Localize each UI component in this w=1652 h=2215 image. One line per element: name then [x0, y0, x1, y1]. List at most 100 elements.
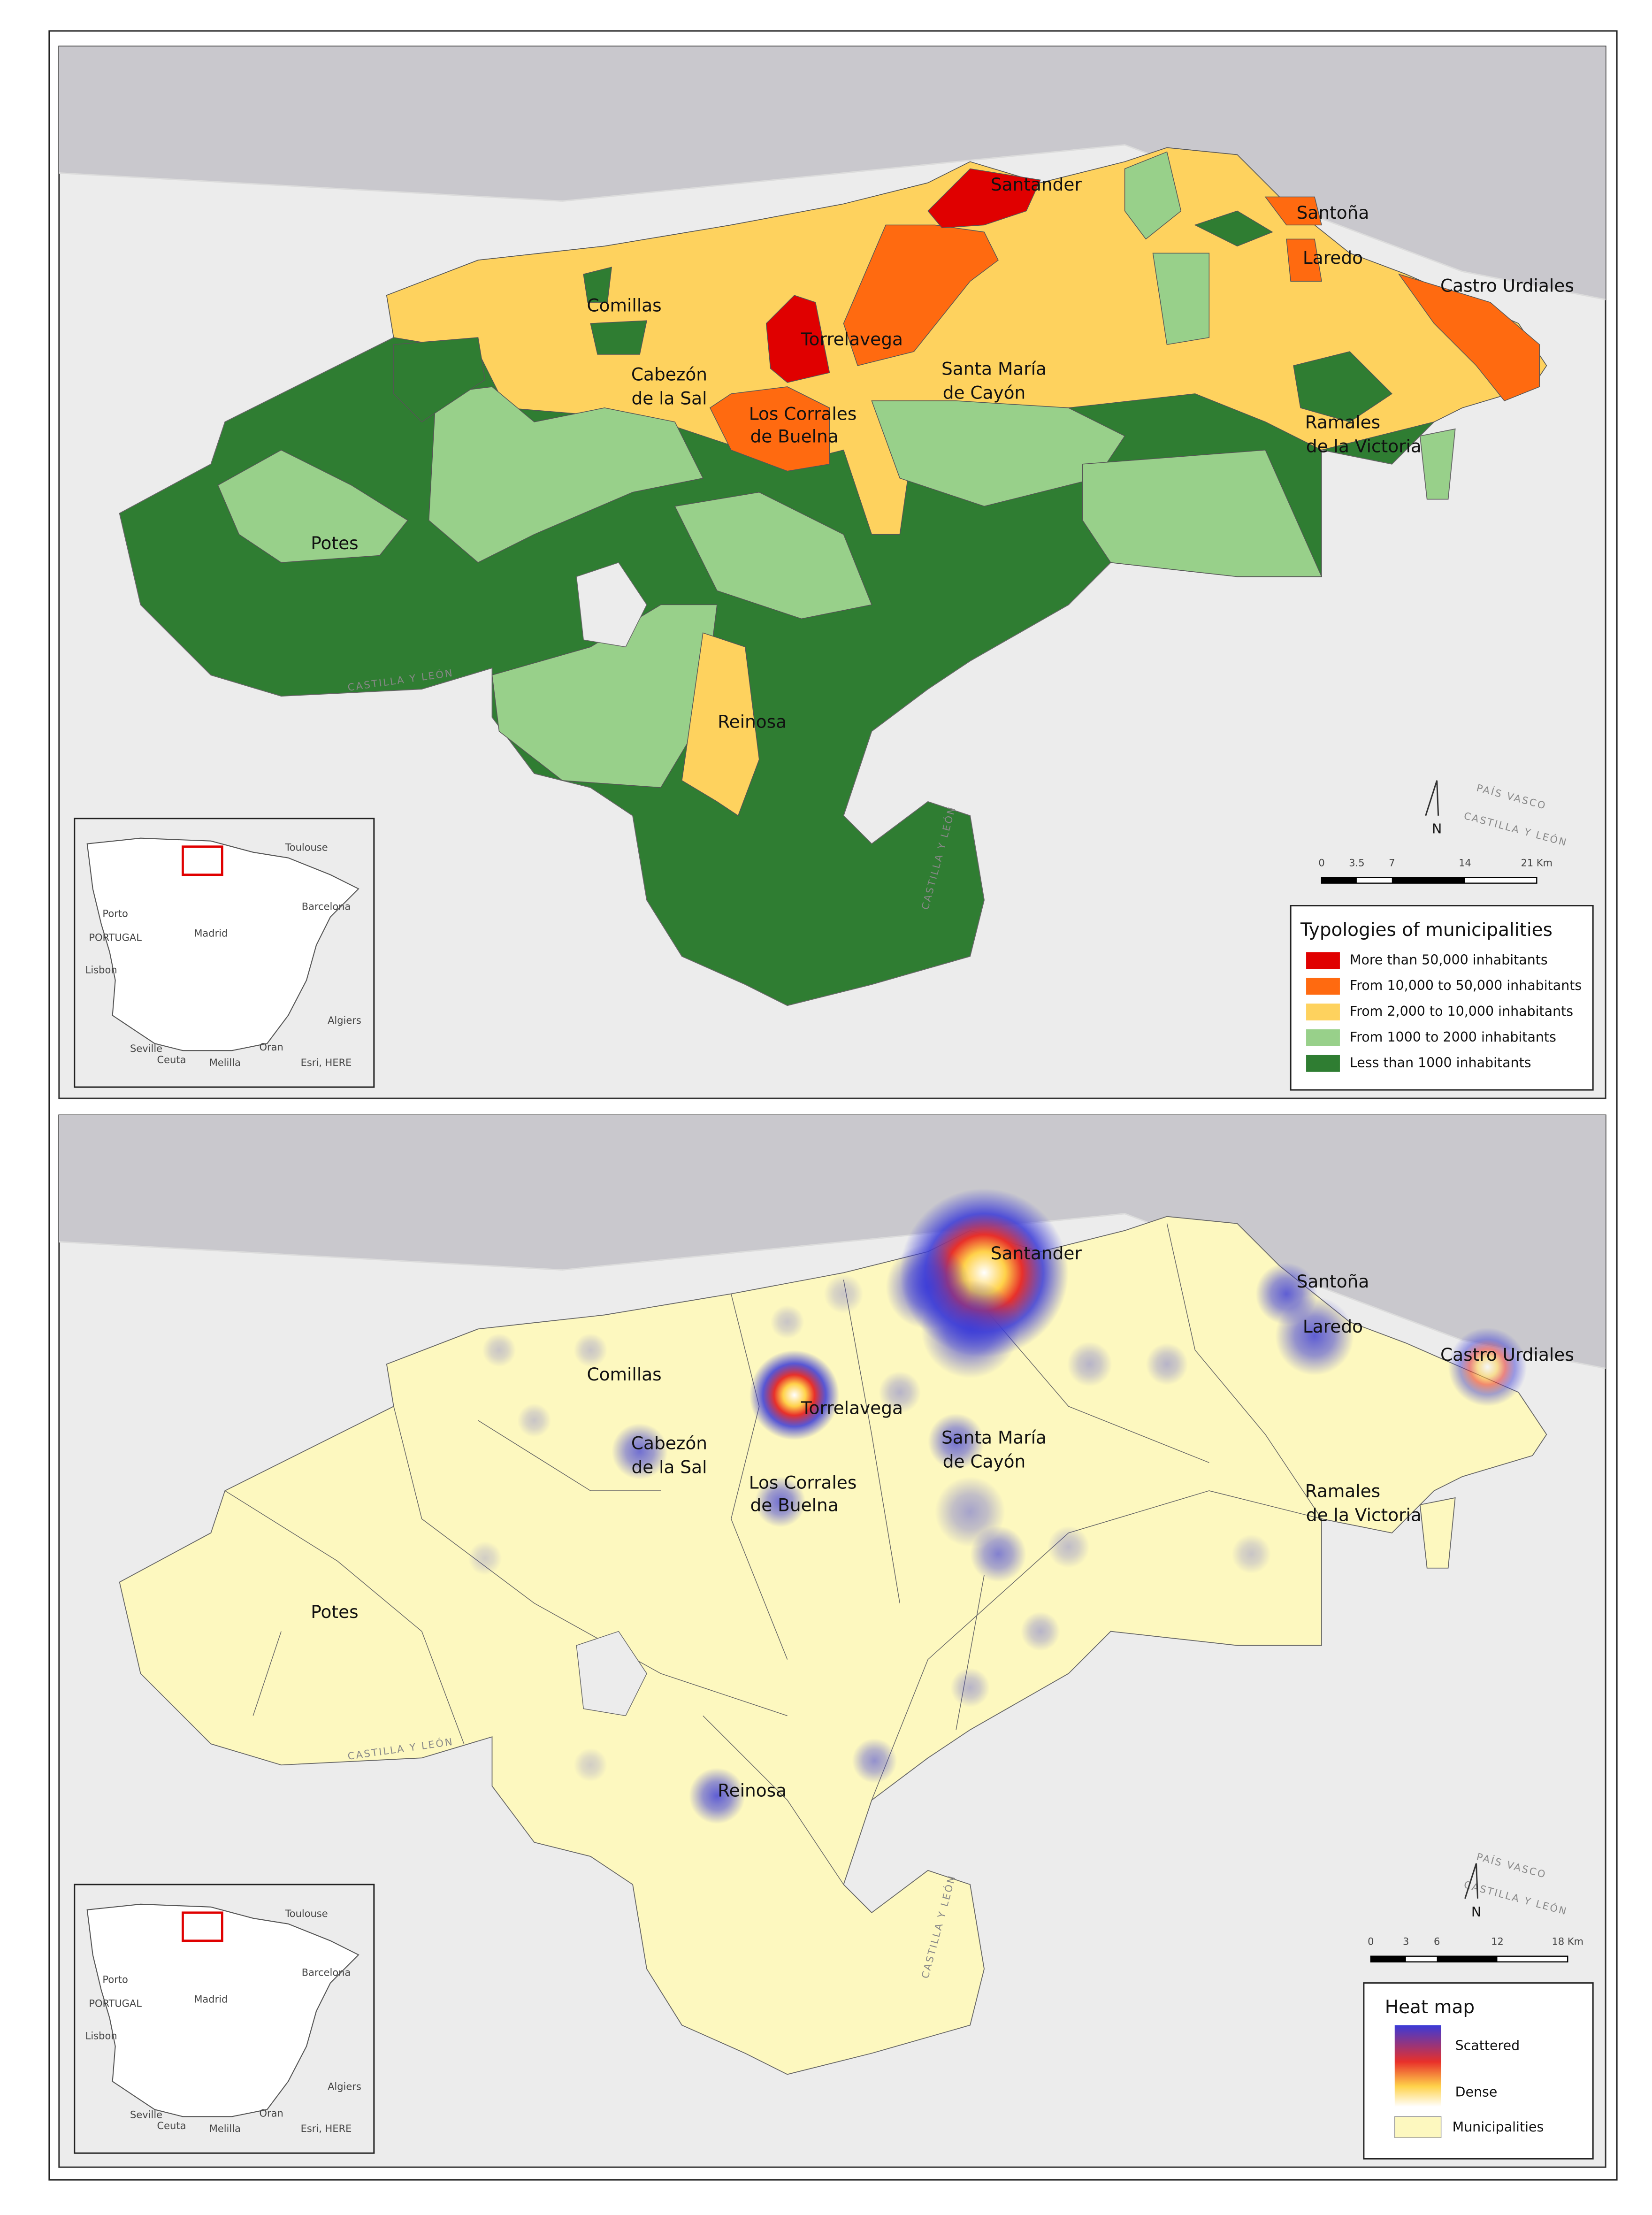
scale-label: 21 Km	[1521, 858, 1553, 869]
inset-label: Algiers	[328, 2081, 361, 2092]
inset-label: Ceuta	[157, 1054, 186, 1065]
place-label: Los Corrales	[749, 403, 857, 424]
municipality-group	[709, 386, 830, 472]
heat-spot	[770, 1305, 804, 1339]
scale-label: 0	[1318, 858, 1324, 869]
heat-spot	[879, 1371, 921, 1414]
place-label: Los Corrales	[749, 1472, 857, 1493]
heat-spot	[935, 1477, 1005, 1547]
place-label: Torrelavega	[801, 329, 903, 350]
inset-label: Barcelona	[302, 901, 351, 912]
inset-highlight	[182, 845, 223, 876]
municipality-group	[1398, 273, 1540, 401]
place-label: Santa María	[941, 1427, 1047, 1448]
cantabria	[119, 147, 1547, 1006]
enclave	[576, 562, 647, 648]
inset-label: Oran	[260, 2108, 283, 2119]
heat-spot	[1020, 1611, 1060, 1651]
municipality-group	[927, 168, 1041, 229]
municipality-group	[843, 224, 999, 366]
inset-map: Toulouse Porto PORTUGAL Madrid Barcelona Lisb…	[74, 818, 375, 1088]
municipality-group	[681, 632, 760, 816]
inset-label: Algiers	[328, 1015, 361, 1026]
legend-label: Scattered	[1455, 2038, 1520, 2053]
place-label: Castro Urdiales	[1440, 1344, 1574, 1365]
legend-swatch	[1306, 1004, 1340, 1021]
coast	[59, 144, 1606, 300]
legend-label: From 1000 to 2000 inhabitants	[1350, 1029, 1556, 1045]
north-label: N	[1432, 821, 1442, 837]
municipal-border	[703, 1715, 844, 1885]
sea	[59, 1115, 1606, 1369]
place-label: Comillas	[587, 295, 662, 316]
inset-highlight	[182, 1911, 223, 1942]
inset-label: PORTUGAL	[89, 932, 142, 943]
scale-label: 0	[1368, 1936, 1374, 1947]
legend-swatch	[1394, 2116, 1442, 2138]
place-label: Cabezón	[631, 1433, 707, 1454]
place-label: Comillas	[587, 1364, 662, 1385]
place-label: Laredo	[1303, 247, 1363, 268]
heat-spot	[886, 1244, 971, 1329]
heat-spot	[482, 1333, 516, 1367]
legend-swatch	[1306, 978, 1340, 995]
scale-label: 3	[1403, 1936, 1409, 1947]
heat-spot	[950, 1668, 990, 1708]
region-exclave	[1419, 1497, 1456, 1569]
place-label: Reinosa	[718, 1780, 787, 1801]
heat-spot	[1146, 1343, 1188, 1386]
municipal-border	[731, 1294, 788, 1660]
inset-credit: Esri, HERE	[301, 1057, 352, 1068]
municipality-group	[1152, 253, 1210, 345]
place-label: Castro Urdiales	[1440, 276, 1574, 296]
place-label: Ramales	[1305, 412, 1380, 432]
inset-map: Toulouse Porto PORTUGAL Madrid Barcelona Lisb…	[74, 1884, 375, 2154]
inset-label: Melilla	[209, 1057, 241, 1068]
place-label: Santoña	[1297, 1271, 1369, 1292]
municipality-group	[765, 295, 830, 383]
place-label: Santander	[991, 174, 1082, 195]
heat-spot	[517, 1403, 551, 1438]
legend-swatch	[1306, 1055, 1340, 1072]
place-label: Santander	[991, 1243, 1082, 1264]
place-label: de la Victoria	[1306, 1504, 1422, 1525]
heat-spot	[468, 1541, 502, 1575]
place-label: Reinosa	[718, 712, 787, 732]
place-label: de Buelna	[750, 426, 838, 446]
inset-label: Ceuta	[157, 2120, 186, 2131]
heat-spot	[852, 1738, 897, 1784]
place-label: Torrelavega	[801, 1398, 903, 1418]
place-label: Laredo	[1303, 1316, 1363, 1337]
legend-title: Typologies of municipalities	[1300, 920, 1553, 941]
municipal-border	[224, 1490, 465, 1744]
heat-spot	[1231, 1534, 1271, 1574]
scale-label: 7	[1389, 858, 1395, 869]
scale-segment	[1392, 877, 1465, 883]
heat-spot	[824, 1274, 864, 1314]
inset-label: PORTUGAL	[89, 1998, 142, 2009]
municipality-group	[1286, 238, 1322, 282]
scale-label: 3.5	[1349, 858, 1364, 869]
municipality-group	[1264, 196, 1322, 226]
inset-label: Lisbon	[85, 2030, 117, 2041]
municipal-border	[252, 1631, 282, 1716]
place-label: Ramales	[1305, 1480, 1380, 1501]
heat-spot	[574, 1748, 608, 1782]
inset-label: Porto	[102, 1974, 128, 1985]
inset-label: Porto	[102, 908, 128, 920]
municipal-border	[843, 1280, 901, 1603]
place-label: de Buelna	[750, 1495, 838, 1515]
scale-label: 12	[1491, 1936, 1504, 1947]
legend-gradient	[1394, 2025, 1441, 2107]
inset-credit: Esri, HERE	[301, 2123, 352, 2134]
legend-title: Heat map	[1385, 1997, 1475, 2018]
inset-label: Toulouse	[285, 842, 328, 853]
scale-segment	[1322, 877, 1357, 883]
inset-label: Seville	[130, 1043, 162, 1054]
legend-label: From 10,000 to 50,000 inhabitants	[1350, 978, 1582, 993]
legend-swatch	[1306, 1029, 1340, 1046]
municipality-group	[1293, 351, 1392, 422]
heat-spot	[612, 1423, 668, 1479]
inset-label: Lisbon	[85, 964, 117, 975]
heat-spot	[1067, 1341, 1112, 1387]
